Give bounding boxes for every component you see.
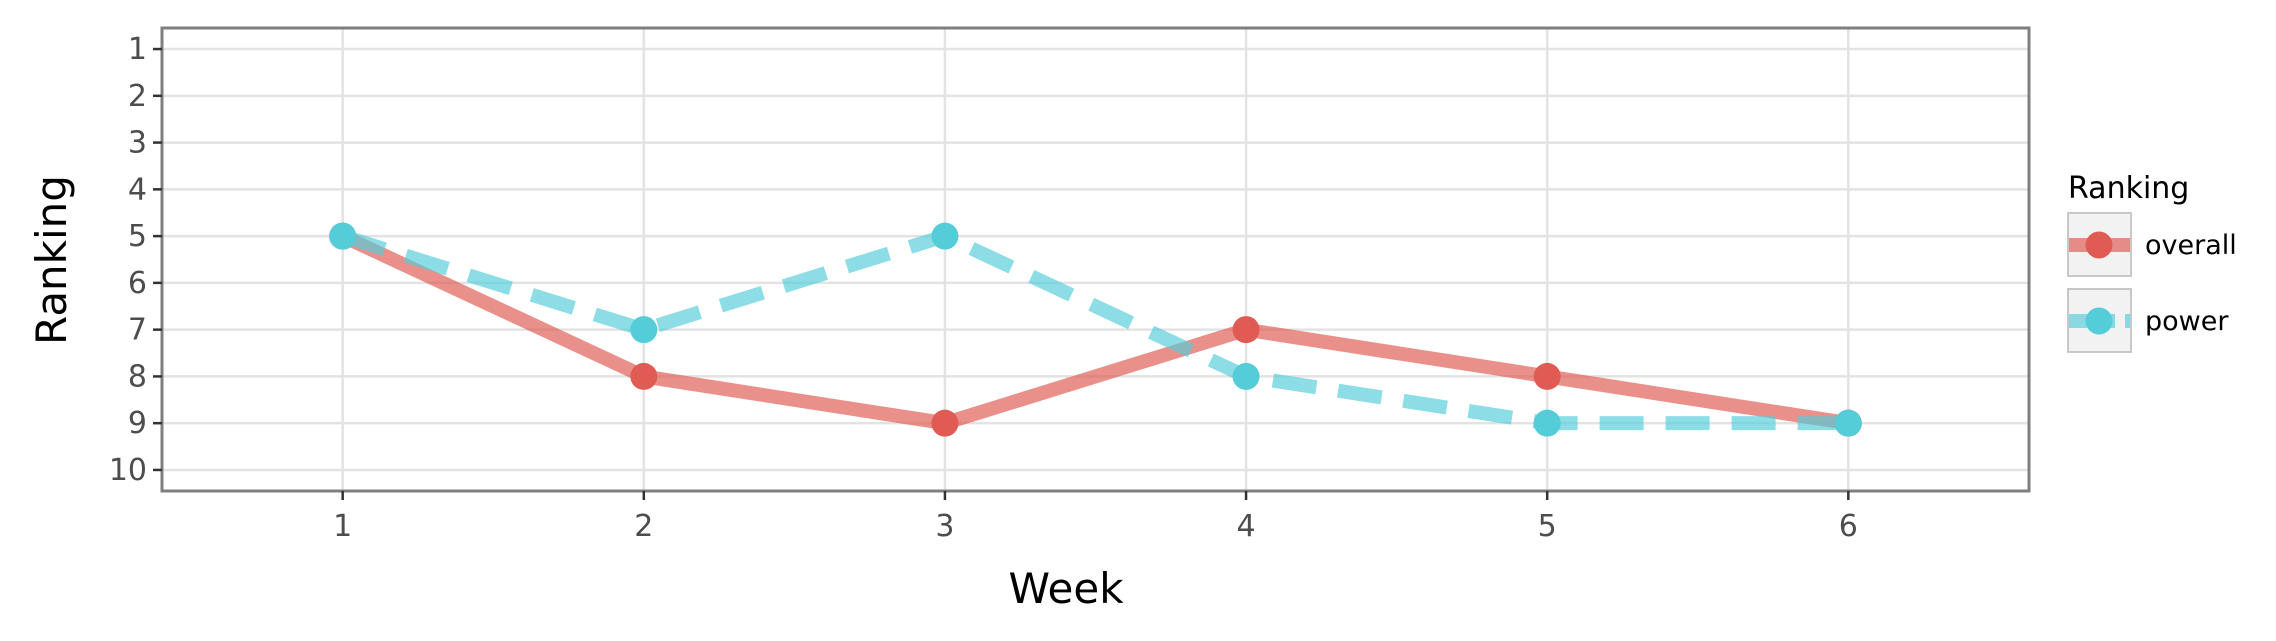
series-line-power bbox=[340, 229, 1849, 431]
x-tick-label: 1 bbox=[333, 509, 352, 544]
legend-key-marker bbox=[2085, 307, 2113, 335]
y-tick-label: 10 bbox=[109, 453, 147, 488]
data-point-overall bbox=[1232, 316, 1260, 344]
data-point-power bbox=[1533, 409, 1561, 437]
x-tick-label: 6 bbox=[1839, 509, 1858, 544]
data-point-overall bbox=[1533, 362, 1561, 390]
y-tick-label: 5 bbox=[128, 219, 147, 254]
y-tick-label: 9 bbox=[128, 406, 147, 441]
x-tick-label: 2 bbox=[634, 509, 653, 544]
y-tick-label: 1 bbox=[128, 32, 147, 67]
data-point-power bbox=[630, 316, 658, 344]
y-tick-label: 2 bbox=[128, 79, 147, 114]
x-tick-label: 4 bbox=[1237, 509, 1256, 544]
data-point-power bbox=[1834, 409, 1862, 437]
y-tick-label: 3 bbox=[128, 126, 147, 161]
data-point-power bbox=[1232, 362, 1260, 390]
y-axis-ticks: 1 2 3 4 5 6 7 8 9 10 bbox=[109, 32, 162, 488]
x-axis-ticks: 1 2 3 4 5 6 bbox=[333, 491, 1858, 544]
legend-title: Ranking bbox=[2068, 171, 2189, 206]
legend-label-power: power bbox=[2145, 306, 2229, 337]
legend-key-marker bbox=[2085, 231, 2113, 259]
y-tick-label: 8 bbox=[128, 359, 147, 394]
y-axis-title: Ranking bbox=[27, 175, 76, 345]
data-point-power bbox=[329, 222, 357, 250]
x-tick-label: 5 bbox=[1538, 509, 1557, 544]
data-point-power bbox=[931, 222, 959, 250]
series-points bbox=[329, 222, 1862, 437]
data-point-overall bbox=[630, 362, 658, 390]
legend: Ranking overall power bbox=[2067, 171, 2237, 353]
series-line-overall bbox=[339, 229, 1850, 431]
plot-border bbox=[160, 26, 2031, 493]
x-axis-title: Week bbox=[1008, 564, 1124, 613]
legend-label-overall: overall bbox=[2145, 230, 2237, 261]
y-tick-label: 4 bbox=[128, 172, 147, 207]
y-tick-label: 6 bbox=[128, 266, 147, 301]
y-tick-label: 7 bbox=[128, 313, 147, 348]
series-lines bbox=[339, 229, 1850, 431]
x-tick-label: 3 bbox=[935, 509, 954, 544]
plot-panel bbox=[162, 28, 2029, 491]
data-point-overall bbox=[931, 409, 959, 437]
